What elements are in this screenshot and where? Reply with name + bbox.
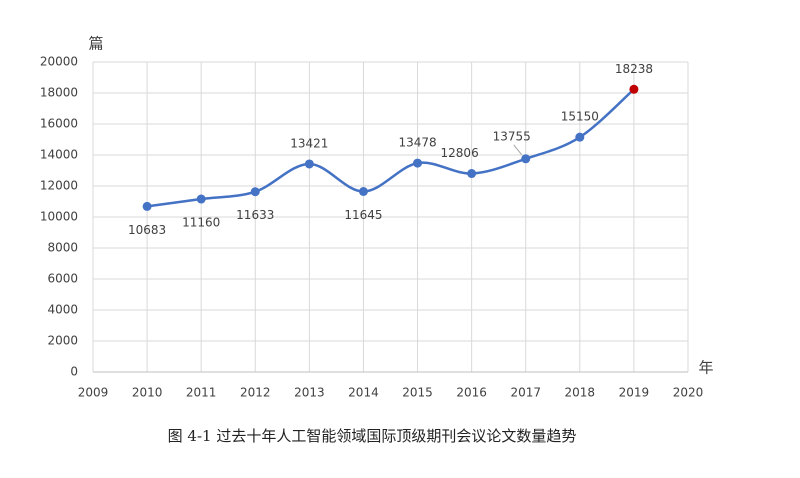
data-label: 13755	[493, 129, 531, 143]
x-tick-label: 2019	[619, 386, 650, 400]
marker	[575, 132, 585, 142]
y-tick-label: 18000	[40, 86, 78, 100]
data-label: 15150	[561, 110, 599, 124]
marker	[250, 187, 260, 197]
marker	[196, 194, 206, 204]
marker	[358, 187, 368, 197]
line	[146, 88, 635, 208]
y-tick-label: 10000	[40, 210, 78, 224]
x-tick-label: 2012	[240, 386, 271, 400]
y-tick-label: 12000	[40, 179, 78, 193]
x-tick-label: 2011	[186, 386, 217, 400]
chart-title: 图 4-1 过去十年人工智能领域国际顶级期刊会议论文数量趋势	[168, 427, 577, 445]
x-tick-label: 2015	[402, 386, 433, 400]
marker	[629, 84, 639, 94]
marker	[467, 169, 477, 179]
data-label: 12806	[441, 146, 479, 160]
y-axis-label: 篇	[88, 35, 103, 53]
y-tick-label: 0	[70, 365, 78, 379]
data-label: 13421	[290, 136, 328, 150]
marker	[142, 201, 152, 211]
marker	[521, 154, 531, 164]
x-tick-label: 2016	[456, 386, 487, 400]
x-tick-label: 2010	[132, 386, 163, 400]
x-axis-label: 年	[698, 359, 713, 377]
y-tick-label: 16000	[40, 117, 78, 131]
y-tick-label: 8000	[47, 241, 78, 255]
data-label: 13478	[398, 136, 436, 150]
y-tick-label: 6000	[47, 272, 78, 286]
data-label: 11160	[182, 216, 220, 230]
x-tick-label: 2017	[510, 386, 541, 400]
data-label: 11633	[236, 208, 274, 222]
y-tick-label: 4000	[47, 303, 78, 317]
x-tick-label: 2014	[348, 386, 379, 400]
x-tick-label: 2018	[565, 386, 596, 400]
y-tick-label: 20000	[40, 55, 78, 69]
data-label: 18238	[615, 62, 653, 76]
data-label: 10683	[128, 223, 166, 237]
x-tick-label: 2009	[78, 386, 109, 400]
data-label: 11645	[344, 208, 382, 222]
y-tick-label: 14000	[40, 148, 78, 162]
x-tick-label: 2013	[294, 386, 325, 400]
marker	[304, 159, 314, 169]
y-tick-label: 2000	[47, 334, 78, 348]
marker	[413, 158, 423, 168]
leader-line	[513, 144, 523, 156]
x-tick-label: 2020	[673, 386, 704, 400]
